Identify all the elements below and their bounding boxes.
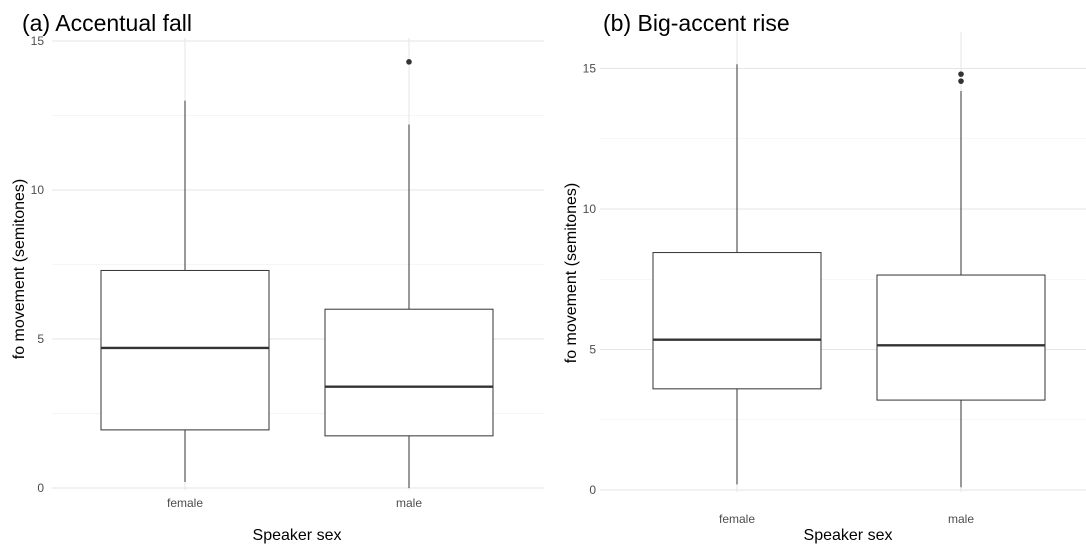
y-tick-label: 0 xyxy=(589,483,596,497)
x-tick-label: male xyxy=(948,512,974,526)
iqr-box xyxy=(652,252,822,390)
outlier-point xyxy=(958,71,964,77)
box-male xyxy=(876,71,1046,488)
panel-title: (a) Accentual fall xyxy=(22,10,192,36)
box-female xyxy=(652,64,822,485)
iqr-box xyxy=(100,269,270,431)
y-axis-title: fo movement (semitones) xyxy=(563,183,580,364)
y-tick-label: 0 xyxy=(37,481,44,495)
y-axis-title: fo movement (semitones) xyxy=(11,179,28,360)
y-tick-label: 10 xyxy=(583,202,597,216)
y-tick-label: 5 xyxy=(37,332,44,346)
x-tick-label: male xyxy=(396,496,422,510)
x-axis-title: Speaker sex xyxy=(804,527,893,544)
box-male xyxy=(324,59,494,488)
panel-accentual-fall: (a) Accentual fall 0 5 10 15 female male Spea… xyxy=(11,10,544,544)
y-tick-label: 10 xyxy=(31,183,45,197)
x-tick-label: female xyxy=(719,512,755,526)
x-axis-title: Speaker sex xyxy=(253,527,342,544)
iqr-box xyxy=(324,308,494,437)
box-female xyxy=(100,100,270,483)
y-tick-label: 5 xyxy=(589,343,596,357)
iqr-box xyxy=(876,274,1046,401)
panel-title: (b) Big-accent rise xyxy=(603,10,790,36)
panel-big-accent-rise: (b) Big-accent rise 0 5 10 15 female male Spe… xyxy=(563,10,1086,544)
x-tick-label: female xyxy=(167,496,203,510)
y-tick-label: 15 xyxy=(31,34,45,48)
outlier-point xyxy=(958,78,964,84)
y-tick-label: 15 xyxy=(583,62,597,76)
outlier-point xyxy=(406,59,412,65)
